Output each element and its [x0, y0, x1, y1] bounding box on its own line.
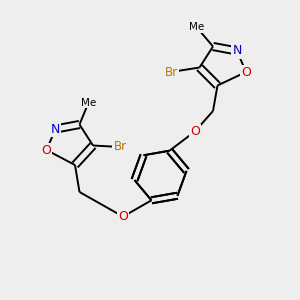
Text: Br: Br [164, 65, 178, 79]
Text: O: O [241, 65, 251, 79]
Text: N: N [51, 122, 60, 136]
Text: Me: Me [81, 98, 96, 108]
Text: Me: Me [189, 22, 204, 32]
Text: O: O [42, 143, 51, 157]
Text: O: O [190, 125, 200, 138]
Text: O: O [118, 210, 128, 223]
Text: N: N [232, 44, 242, 58]
Text: Br: Br [113, 140, 127, 154]
